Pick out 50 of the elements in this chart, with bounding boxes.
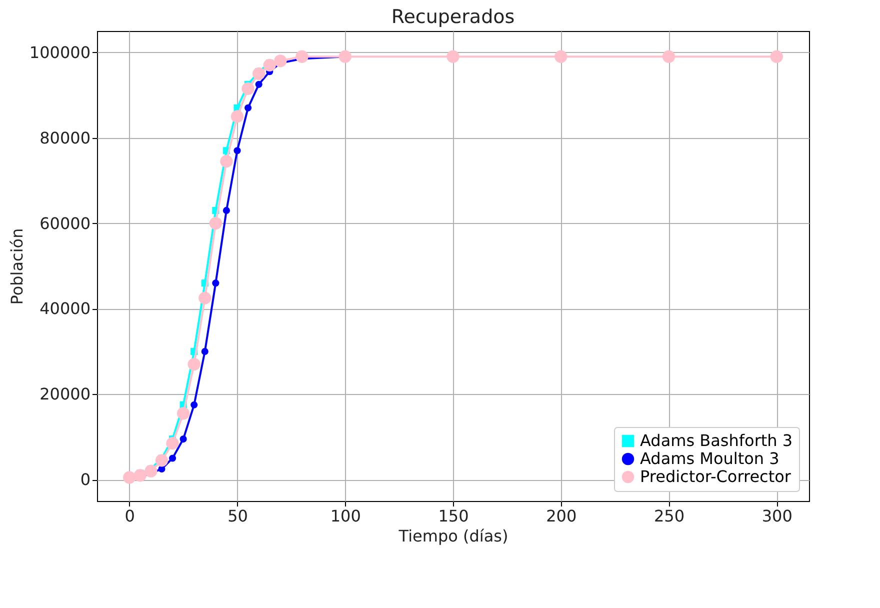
- point: [134, 469, 146, 482]
- point: [234, 147, 241, 154]
- point: [123, 471, 136, 484]
- point: [230, 110, 244, 123]
- point: [220, 155, 233, 168]
- x-tick-label: 200: [546, 506, 577, 526]
- y-tick-label: 60000: [40, 214, 90, 233]
- point: [274, 54, 287, 68]
- point: [296, 50, 308, 63]
- y-tick-label: 20000: [40, 384, 90, 404]
- point: [446, 50, 460, 63]
- point: [554, 50, 568, 63]
- y-tick-label: 80000: [40, 128, 90, 148]
- point: [168, 454, 176, 462]
- y-tick-label: 40000: [40, 299, 90, 318]
- point: [201, 348, 208, 355]
- chart-title: Recuperados: [391, 6, 515, 28]
- point: [338, 50, 352, 63]
- point: [770, 50, 783, 63]
- point: [212, 280, 220, 287]
- x-tick-label: 50: [228, 506, 248, 526]
- legend-label: Predictor-Corrector: [640, 467, 792, 486]
- x-tick-label: 250: [654, 506, 685, 526]
- point: [198, 292, 212, 304]
- point: [166, 437, 179, 450]
- x-axis-title: Tiempo (días): [398, 526, 508, 546]
- x-tick-label: 0: [124, 506, 135, 526]
- point: [242, 82, 254, 95]
- y-axis-title: Población: [7, 228, 26, 305]
- legend-label: Adams Bashforth 3: [640, 431, 793, 450]
- point: [222, 206, 230, 214]
- point: [252, 67, 266, 80]
- x-tick-label: 300: [762, 506, 792, 526]
- point: [176, 407, 190, 420]
- legend-label: Adams Moulton 3: [640, 449, 780, 468]
- point: [209, 216, 222, 230]
- point: [244, 104, 252, 112]
- point: [180, 436, 187, 443]
- x-tick-label: 150: [438, 506, 469, 526]
- x-tick-label: 100: [330, 506, 361, 526]
- point: [158, 465, 166, 472]
- point: [662, 50, 676, 63]
- point: [144, 464, 158, 478]
- point: [263, 58, 276, 72]
- point: [155, 454, 168, 467]
- point: [190, 401, 198, 408]
- point: [255, 80, 262, 88]
- y-tick-label: 100000: [29, 42, 90, 62]
- y-tick-label: 0: [80, 470, 90, 490]
- point: [188, 358, 200, 371]
